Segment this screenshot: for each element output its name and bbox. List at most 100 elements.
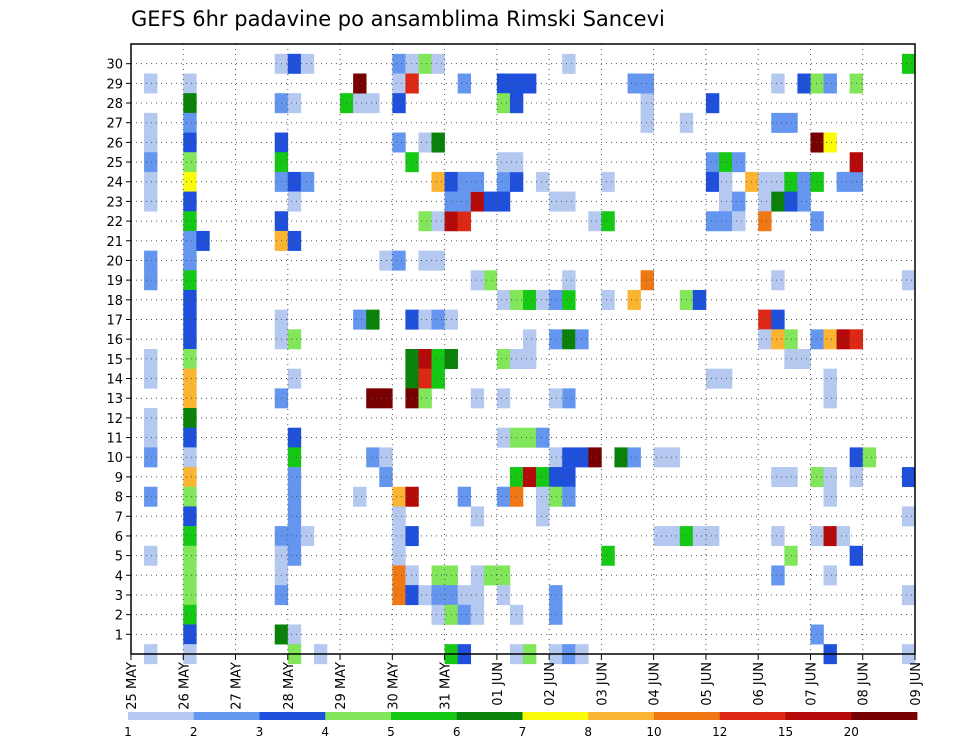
- heatmap-cell: [496, 171, 511, 192]
- heatmap-cell: [653, 526, 668, 547]
- heatmap-cell: [496, 191, 511, 212]
- heatmap-cell: [392, 53, 406, 74]
- heatmap-cell: [183, 171, 197, 192]
- heatmap-cell: [562, 289, 576, 310]
- y-tick-label: 17: [106, 313, 123, 328]
- heatmap-cell: [144, 191, 158, 212]
- heatmap-cell: [758, 309, 772, 330]
- heatmap-cell: [418, 388, 432, 409]
- x-tick-label: 29 MAY: [334, 662, 349, 710]
- heatmap-cell: [823, 388, 837, 409]
- heatmap-cell: [300, 53, 315, 74]
- colorbar-segment: [325, 712, 392, 720]
- y-tick-label: 9: [115, 471, 123, 486]
- heatmap-cell: [353, 309, 367, 330]
- heatmap-cell: [523, 289, 537, 310]
- heatmap-cell: [523, 467, 537, 488]
- heatmap-cell: [549, 486, 563, 507]
- heatmap-cell: [758, 211, 772, 232]
- y-tick-label: 4: [115, 569, 123, 584]
- y-tick-label: 30: [106, 58, 123, 73]
- heatmap-cell: [379, 250, 393, 271]
- heatmap-cell: [562, 388, 576, 409]
- heatmap-cell: [392, 565, 406, 586]
- heatmap-cell: [144, 270, 158, 291]
- heatmap-cell: [601, 545, 615, 566]
- heatmap-cell: [810, 171, 824, 192]
- heatmap-cell: [470, 565, 485, 586]
- heatmap-cell: [536, 467, 550, 488]
- heatmap-cell: [496, 93, 511, 114]
- heatmap-cell: [601, 289, 615, 310]
- heatmap-cell: [536, 427, 550, 448]
- heatmap-cell: [183, 132, 197, 153]
- heatmap-cell: [862, 447, 877, 468]
- y-tick-label: 5: [115, 550, 123, 565]
- heatmap-cell: [144, 171, 158, 192]
- colorbar-segment: [851, 712, 918, 720]
- heatmap-cell: [732, 211, 746, 232]
- heatmap-cell: [496, 388, 511, 409]
- y-tick-label: 22: [106, 215, 123, 230]
- heatmap-cell: [183, 585, 197, 606]
- heatmap-cell: [183, 250, 197, 271]
- heatmap-cell: [366, 388, 380, 409]
- heatmap-cell: [287, 329, 302, 350]
- heatmap-cell: [771, 191, 785, 212]
- heatmap-cell: [536, 486, 550, 507]
- y-tick-label: 3: [115, 589, 123, 604]
- heatmap-cell: [457, 604, 472, 625]
- heatmap-cell: [496, 585, 511, 606]
- colorbar-label: 3: [256, 725, 264, 739]
- colorbar-segment: [719, 712, 786, 720]
- heatmap-cell: [144, 132, 158, 153]
- heatmap-cell: [379, 388, 393, 409]
- heatmap-cell: [183, 368, 197, 389]
- heatmap-cell: [549, 467, 563, 488]
- heatmap-cell: [758, 171, 772, 192]
- heatmap-cell: [353, 486, 367, 507]
- heatmap-cell: [719, 191, 733, 212]
- heatmap-cell: [523, 329, 537, 350]
- x-tick-label: 04 JUN: [648, 662, 663, 706]
- chart-title: GEFS 6hr padavine po ansamblima Rimski S…: [131, 7, 665, 31]
- heatmap-cell: [366, 309, 380, 330]
- x-tick-label: 08 JUN: [857, 662, 872, 706]
- heatmap-cell: [405, 526, 419, 547]
- heatmap-cell: [732, 152, 746, 173]
- x-tick-label: 09 JUN: [909, 662, 924, 706]
- x-tick-label: 28 MAY: [282, 662, 297, 710]
- heatmap-cell: [810, 624, 824, 645]
- heatmap-cell: [640, 112, 654, 133]
- heatmap-cell: [901, 53, 916, 74]
- y-tick-label: 16: [106, 333, 123, 348]
- heatmap-cell: [653, 447, 668, 468]
- y-tick-label: 7: [115, 510, 123, 525]
- heatmap-cell: [549, 191, 563, 212]
- heatmap-cell: [771, 171, 785, 192]
- colorbar-label: 2: [190, 725, 198, 739]
- heatmap-cell: [496, 486, 511, 507]
- y-tick-label: 19: [106, 274, 123, 289]
- heatmap-cell: [549, 289, 563, 310]
- heatmap-cell: [823, 526, 837, 547]
- y-tick-label: 11: [106, 432, 123, 447]
- heatmap-cell: [758, 329, 772, 350]
- heatmap-cell: [771, 73, 785, 94]
- heatmap-cell: [183, 73, 197, 94]
- heatmap-cell: [144, 152, 158, 173]
- heatmap-cell: [183, 447, 197, 468]
- heatmap-cell: [496, 73, 511, 94]
- heatmap-cell: [536, 506, 550, 527]
- heatmap-cell: [392, 93, 406, 114]
- heatmap-cell: [287, 506, 302, 527]
- heatmap-cell: [496, 289, 511, 310]
- heatmap-cell: [810, 329, 824, 350]
- heatmap-cell: [183, 624, 197, 645]
- heatmap-cell: [392, 526, 406, 547]
- heatmap-cell: [405, 53, 419, 74]
- heatmap-cell: [392, 250, 406, 271]
- heatmap-cell: [183, 152, 197, 173]
- heatmap-cell: [705, 211, 720, 232]
- heatmap-cell: [470, 585, 485, 606]
